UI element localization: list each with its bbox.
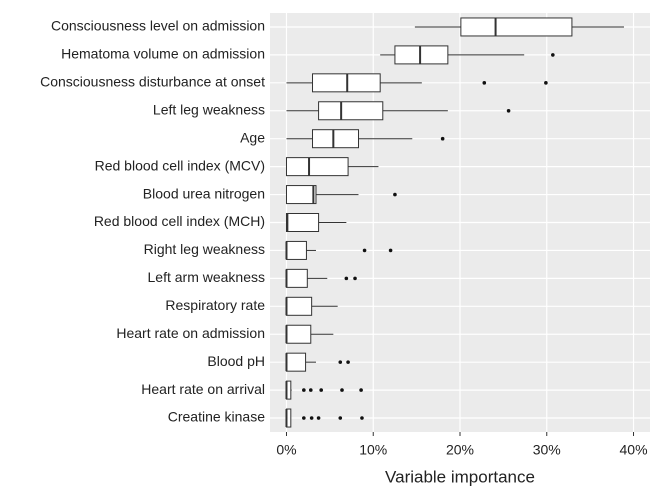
y-tick-label: Age	[240, 129, 265, 145]
outlier	[362, 248, 367, 253]
y-tick-label: Heart rate on admission	[116, 325, 265, 341]
outlier	[359, 388, 363, 392]
y-tick-label: Blood pH	[207, 353, 265, 369]
outlier	[308, 388, 313, 392]
box	[285, 296, 313, 316]
outlier	[338, 416, 343, 420]
box	[285, 268, 308, 288]
y-tick-label: Left arm weakness	[148, 269, 266, 285]
box	[285, 324, 312, 344]
y-tick-label: Red blood cell index (MCV)	[95, 157, 265, 173]
box	[285, 240, 307, 260]
y-tick-label: Left leg weakness	[153, 101, 265, 117]
y-tick-label: Creatine kinase	[168, 409, 265, 425]
box	[285, 213, 320, 232]
y-tick-label: Hematoma volume on admission	[61, 46, 265, 62]
box	[318, 101, 384, 121]
outlier	[551, 53, 555, 57]
outlier	[344, 276, 349, 281]
box	[285, 185, 317, 205]
box	[285, 157, 349, 177]
outlier	[353, 276, 357, 281]
outlier	[309, 416, 314, 420]
outlier	[302, 416, 306, 420]
box	[312, 129, 359, 149]
outlier	[338, 360, 343, 364]
x-tick-label: 0%	[276, 442, 296, 458]
outlier	[393, 192, 397, 197]
outlier	[302, 388, 306, 392]
y-tick-label: Consciousness disturbance at onset	[40, 74, 265, 90]
box	[285, 352, 307, 372]
box	[394, 45, 449, 65]
outlier	[319, 388, 323, 392]
x-axis-title: Variable importance	[385, 467, 535, 486]
outlier	[316, 416, 321, 420]
outlier	[360, 416, 364, 420]
outlier	[440, 136, 445, 141]
x-tick-label: 40%	[620, 442, 648, 458]
y-tick-label: Blood urea nitrogen	[143, 185, 265, 201]
x-tick-label: 20%	[446, 442, 474, 458]
outlier	[544, 81, 548, 85]
outlier	[388, 248, 393, 253]
outlier	[482, 81, 487, 85]
x-tick-label: 30%	[533, 442, 561, 458]
y-tick-label: Right leg weakness	[144, 241, 265, 257]
x-tick-label: 10%	[359, 442, 387, 458]
outlier	[346, 360, 350, 364]
y-tick-label: Red blood cell index (MCH)	[94, 213, 265, 229]
outlier	[506, 108, 511, 113]
outlier	[340, 388, 344, 392]
box	[460, 17, 573, 37]
y-tick-label: Consciousness level on admission	[51, 18, 265, 34]
y-tick-label: Heart rate on arrival	[141, 381, 265, 397]
y-tick-label: Respiratory rate	[165, 297, 265, 313]
